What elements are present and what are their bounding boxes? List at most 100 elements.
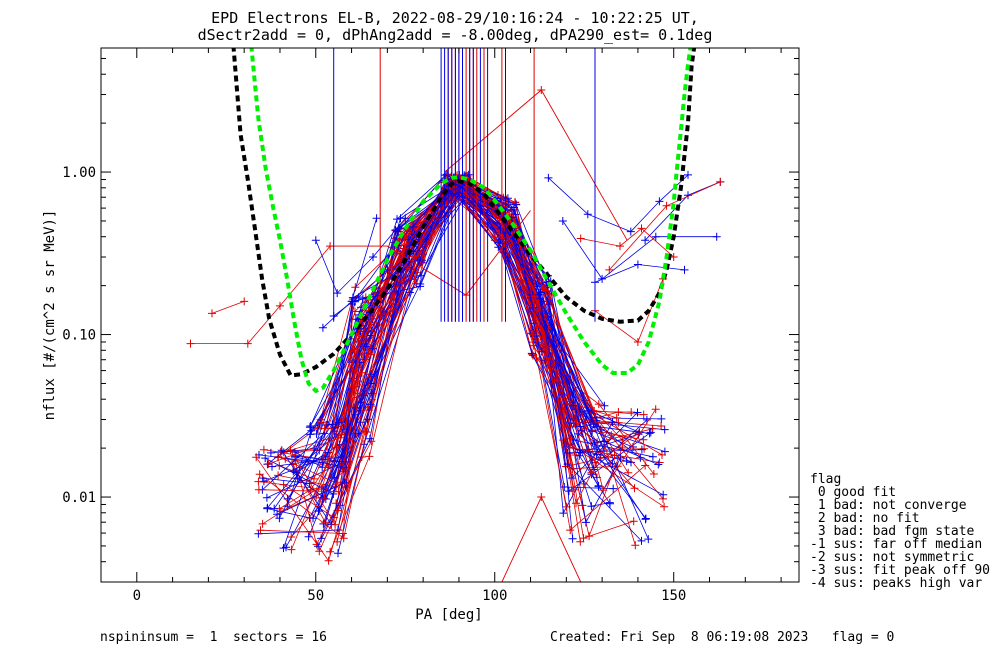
data-point	[309, 514, 317, 523]
data-point	[409, 222, 418, 231]
sector-trace	[190, 245, 331, 345]
data-point	[662, 201, 671, 210]
y-tick-label: 0.10	[62, 328, 96, 344]
data-point	[186, 339, 195, 348]
data-point	[609, 484, 618, 493]
data-point	[605, 498, 614, 507]
data-point	[354, 293, 363, 302]
data-point	[339, 534, 348, 543]
sector-trace	[594, 264, 685, 283]
data-point	[657, 422, 666, 430]
legend-item: 1 bad: not converge	[810, 498, 967, 513]
data-point	[362, 342, 371, 351]
data-point	[616, 242, 624, 251]
data-point	[400, 244, 409, 253]
data-point	[641, 515, 650, 524]
data-point	[559, 509, 568, 518]
data-point	[208, 309, 216, 318]
data-point	[581, 518, 590, 527]
data-point	[266, 448, 275, 457]
data-point	[637, 224, 646, 233]
data-point	[584, 406, 593, 415]
data-point	[334, 487, 343, 496]
data-point	[336, 433, 345, 442]
data-point	[629, 517, 638, 526]
data-point	[256, 526, 265, 535]
data-layer	[186, 48, 725, 582]
data-point	[417, 271, 425, 280]
data-point	[579, 534, 588, 543]
data-point	[353, 377, 362, 386]
axis-layer: 0 50 100 150 0.01 0.10 1.00	[62, 48, 799, 604]
data-point	[566, 422, 575, 431]
data-point	[658, 450, 666, 459]
data-point	[319, 519, 328, 528]
data-point	[274, 452, 283, 461]
spike-trace	[444, 89, 628, 241]
data-point	[627, 458, 635, 467]
data-point	[314, 425, 322, 433]
data-point	[383, 265, 392, 274]
data-point	[655, 458, 664, 467]
data-point	[365, 434, 374, 443]
data-point	[564, 487, 573, 496]
data-point	[587, 502, 596, 511]
data-point	[716, 177, 725, 186]
sector-trace	[285, 189, 581, 542]
data-point	[605, 265, 614, 274]
footer-right: Created: Fri Sep 8 06:19:08 2023 flag = …	[550, 630, 894, 645]
data-point	[648, 452, 657, 461]
data-point	[657, 414, 666, 423]
data-point	[633, 338, 642, 346]
black-fit-curve	[231, 48, 697, 378]
legend-item: 0 good fit	[810, 485, 896, 500]
data-point	[279, 544, 288, 553]
data-point	[254, 485, 263, 494]
data-point	[305, 479, 314, 488]
data-point	[645, 429, 654, 438]
data-point	[321, 495, 330, 503]
data-point	[264, 459, 273, 468]
data-point	[630, 484, 639, 493]
data-point	[659, 490, 668, 499]
data-point	[328, 420, 337, 429]
data-point	[536, 288, 545, 297]
data-point	[369, 253, 377, 261]
data-point	[684, 170, 692, 179]
data-point	[240, 297, 249, 306]
legend-item: 3 bad: bad fgm state	[810, 524, 975, 539]
data-point	[594, 481, 603, 490]
data-point	[651, 232, 660, 241]
data-point	[600, 437, 609, 446]
data-point	[274, 471, 283, 480]
sector-trace	[258, 179, 568, 490]
data-point	[362, 428, 371, 437]
legend-item: -4 sus: peaks high var	[810, 576, 982, 591]
sector-trace	[580, 227, 674, 258]
data-point	[361, 427, 370, 436]
data-point	[600, 401, 609, 410]
data-point	[660, 502, 669, 511]
data-point	[320, 424, 329, 433]
x-tick-label: 150	[661, 588, 686, 604]
data-point	[410, 275, 419, 284]
sector-trace	[263, 181, 583, 506]
data-point	[566, 526, 575, 535]
data-point	[660, 425, 669, 434]
data-point	[644, 535, 653, 544]
data-point	[276, 301, 284, 310]
data-point	[243, 339, 252, 348]
data-point	[587, 468, 596, 477]
data-point	[599, 486, 608, 495]
data-point	[655, 197, 664, 206]
data-point	[254, 477, 263, 486]
data-point	[576, 234, 585, 243]
data-point	[306, 422, 315, 430]
legend-item: -1 sus: far off median	[810, 537, 982, 552]
data-point	[712, 232, 721, 241]
data-point	[560, 483, 569, 491]
data-point	[317, 418, 326, 427]
data-point	[351, 307, 359, 316]
chart-title-line2: dSectr2add = 0, dPhAng2add = -8.00deg, d…	[198, 26, 713, 44]
data-point	[598, 274, 607, 283]
